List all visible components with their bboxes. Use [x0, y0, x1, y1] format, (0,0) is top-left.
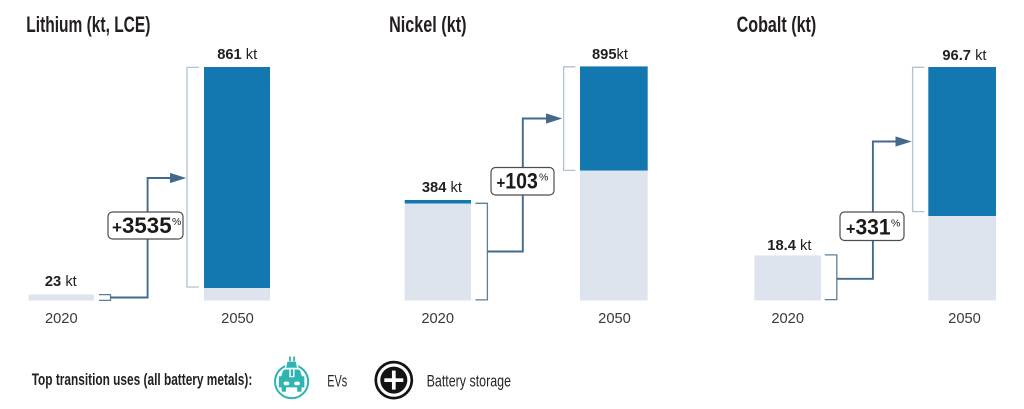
svg-text:+331: +331 — [846, 215, 891, 240]
svg-text:384 kt: 384 kt — [422, 180, 462, 196]
svg-text:Battery storage: Battery storage — [427, 371, 511, 390]
svg-text:Cobalt (kt): Cobalt (kt) — [737, 12, 817, 37]
svg-text:2020: 2020 — [421, 311, 454, 327]
svg-text:2050: 2050 — [221, 311, 254, 327]
svg-text:Lithium (kt, LCE): Lithium (kt, LCE) — [26, 12, 150, 37]
svg-text:%: % — [891, 218, 900, 230]
svg-text:%: % — [539, 172, 548, 184]
svg-text:18.4 kt: 18.4 kt — [767, 238, 811, 254]
svg-text:2050: 2050 — [598, 311, 631, 327]
svg-text:23 kt: 23 kt — [45, 274, 77, 290]
svg-text:Nickel (kt): Nickel (kt) — [389, 12, 466, 37]
svg-text:2020: 2020 — [771, 311, 804, 327]
svg-text:2050: 2050 — [948, 311, 981, 327]
svg-text:895kt: 895kt — [592, 47, 628, 63]
svg-text:2020: 2020 — [45, 311, 78, 327]
svg-text:+3535: +3535 — [112, 213, 172, 238]
svg-text:%: % — [172, 216, 181, 228]
svg-text:96.7 kt: 96.7 kt — [942, 48, 986, 64]
svg-text:EVs: EVs — [327, 371, 347, 390]
svg-text:+103: +103 — [497, 169, 538, 194]
svg-text:861 kt: 861 kt — [217, 47, 257, 63]
svg-text:Top transition uses (all batte: Top transition uses (all battery metals)… — [32, 370, 253, 389]
